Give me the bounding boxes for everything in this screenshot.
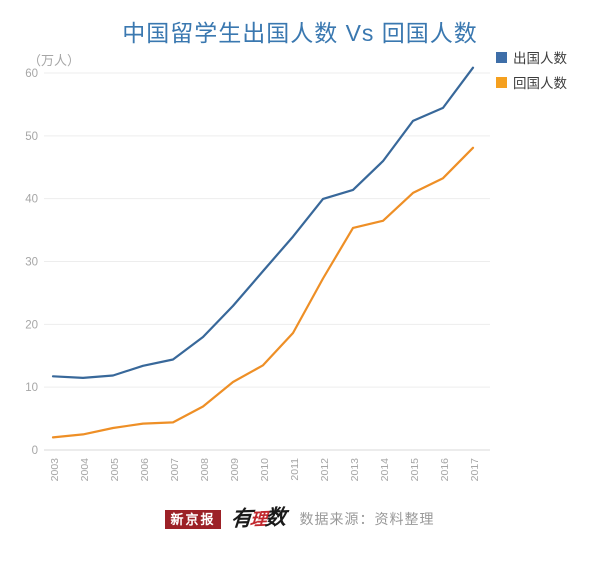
footer: 新京报 有理数 数据来源：资料整理	[0, 504, 600, 534]
brand-logo-xinjingbao: 新京报	[165, 509, 221, 529]
logo-char: 有	[229, 506, 251, 531]
x-tick-label-2013: 2013	[349, 458, 361, 482]
legend-swatch-orange-icon	[496, 76, 507, 88]
x-tick-label-2004: 2004	[79, 458, 91, 482]
y-tick-label-40: 40	[25, 194, 38, 206]
x-tick-label-2007: 2007	[169, 458, 181, 482]
line-chart: 0 10 20 30 40 50 60 2003 2004 2005 2006 2007 2008 200…	[25, 66, 490, 482]
x-tick-label-2003: 2003	[49, 458, 61, 482]
x-tick-label-2008: 2008	[199, 458, 211, 482]
x-tick-label-2017: 2017	[469, 458, 481, 482]
logo-char: 理	[248, 509, 266, 529]
x-tick-label-2012: 2012	[319, 458, 331, 482]
y-axis-unit-label: （万人）	[28, 53, 81, 68]
chart-legend: 出国人数 回国人数	[496, 47, 567, 92]
series-line-0	[51, 66, 475, 379]
series-line-1	[51, 146, 475, 439]
y-tick-label-0: 0	[32, 445, 38, 457]
x-tick-label-2009: 2009	[229, 458, 241, 482]
x-tick-label-2010: 2010	[259, 458, 271, 482]
x-tick-label-2014: 2014	[379, 458, 391, 482]
y-tick-label-20: 20	[25, 319, 38, 331]
legend-item-abroad: 出国人数	[496, 47, 567, 67]
brand-logo-youlishu: 有理数	[229, 505, 285, 531]
legend-label: 回国人数	[513, 76, 567, 91]
x-tick-label-2016: 2016	[439, 458, 451, 482]
x-tick-label-2006: 2006	[139, 458, 151, 482]
x-tick-label-2015: 2015	[409, 458, 421, 482]
y-tick-label-60: 60	[25, 68, 38, 80]
x-tick-label-2005: 2005	[109, 458, 121, 482]
legend-item-return: 回国人数	[496, 72, 567, 92]
data-source-text: 数据来源：资料整理	[299, 511, 435, 527]
logo-char: 数	[263, 505, 285, 530]
y-tick-label-30: 30	[25, 257, 38, 269]
legend-swatch-blue-icon	[496, 51, 507, 63]
page-title: 中国留学生出国人数 Vs 回国人数	[122, 20, 478, 46]
x-tick-label-2011: 2011	[289, 458, 301, 481]
y-tick-label-10: 10	[25, 382, 38, 394]
y-tick-label-50: 50	[25, 131, 38, 143]
legend-label: 出国人数	[513, 51, 567, 66]
